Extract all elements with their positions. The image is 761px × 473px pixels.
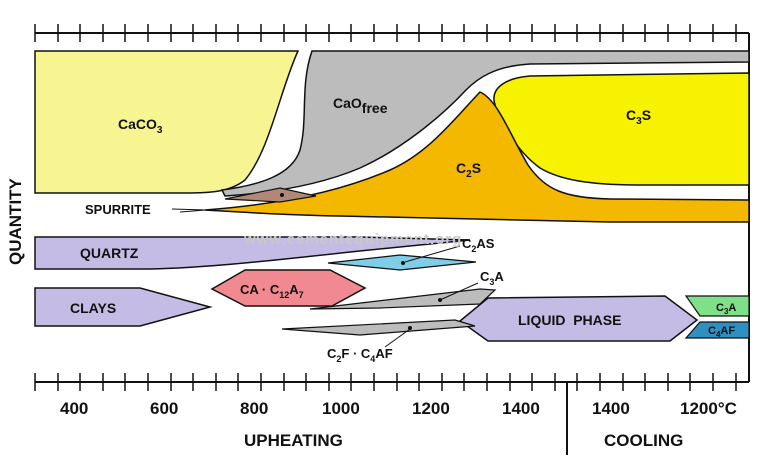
top-tick-marks (34, 24, 737, 42)
tick-label: 800 (240, 399, 268, 418)
caco3-label: CaCO3 (118, 116, 163, 136)
watermark: www.cementequipment.org (243, 231, 462, 248)
tick-label: 1200 (412, 399, 450, 418)
quartz-region (34, 236, 471, 270)
ca-c12a7-region (210, 269, 367, 307)
c3a-upheating-region (309, 288, 497, 310)
c2as-leader (404, 245, 461, 263)
tick-label: 400 (60, 399, 88, 418)
c4af-cooling-region (684, 321, 750, 339)
clays-region (34, 287, 213, 327)
spurrite-pointer (171, 208, 207, 213)
ca-c12a7-label: CA · C12A7 (240, 282, 304, 300)
x-tick-labels-upheating: 400 600 800 1000 1200 1400 (60, 399, 540, 418)
c2s-region (204, 91, 750, 223)
y-axis-title: QUANTITY (6, 177, 25, 265)
cao-free-label: CaOfree (333, 95, 388, 116)
spurrite-region (224, 187, 317, 203)
spurrite-label: SPURRITE (85, 202, 151, 217)
spurrite-marker (280, 193, 284, 197)
c2as-label: C2AS (462, 236, 495, 254)
c2as-marker (401, 261, 405, 265)
c3a-leader (439, 282, 479, 301)
c2f-c4af-region (281, 319, 476, 336)
tick-label: 1200°C (680, 399, 737, 418)
c3s-label: C3S (626, 107, 651, 127)
tick-label: 1400 (502, 399, 540, 418)
liquid-phase-label: LIQUID PHASE (518, 312, 621, 328)
cooling-title: COOLING (604, 431, 683, 450)
upheating-title: UPHEATING (244, 431, 343, 450)
tick-label: 600 (150, 399, 178, 418)
c3a-upheating-label: C3A (480, 269, 504, 287)
quartz-label: QUARTZ (80, 245, 139, 261)
c4af-cooling-label: C4AF (708, 325, 735, 339)
c2f-c4af-label: C2F · C4AF (327, 346, 393, 364)
c2f-c4af-leader (384, 328, 411, 348)
bottom-tick-marks (34, 373, 737, 391)
cao-free-region (220, 50, 750, 197)
tick-label: 1400 (592, 399, 630, 418)
c2f-c4af-marker (408, 326, 412, 330)
x-tick-labels-cooling: 1400 1200°C (592, 399, 737, 418)
c2s-label: C2S (456, 160, 481, 180)
c3a-cooling-region (684, 295, 750, 317)
clays-label: CLAYS (70, 300, 116, 316)
tick-label: 1000 (322, 399, 360, 418)
caco3-region (34, 50, 300, 194)
liquid-phase-region (458, 295, 699, 342)
c3s-region (493, 72, 750, 186)
c3a-cooling-label: C3A (716, 302, 736, 316)
